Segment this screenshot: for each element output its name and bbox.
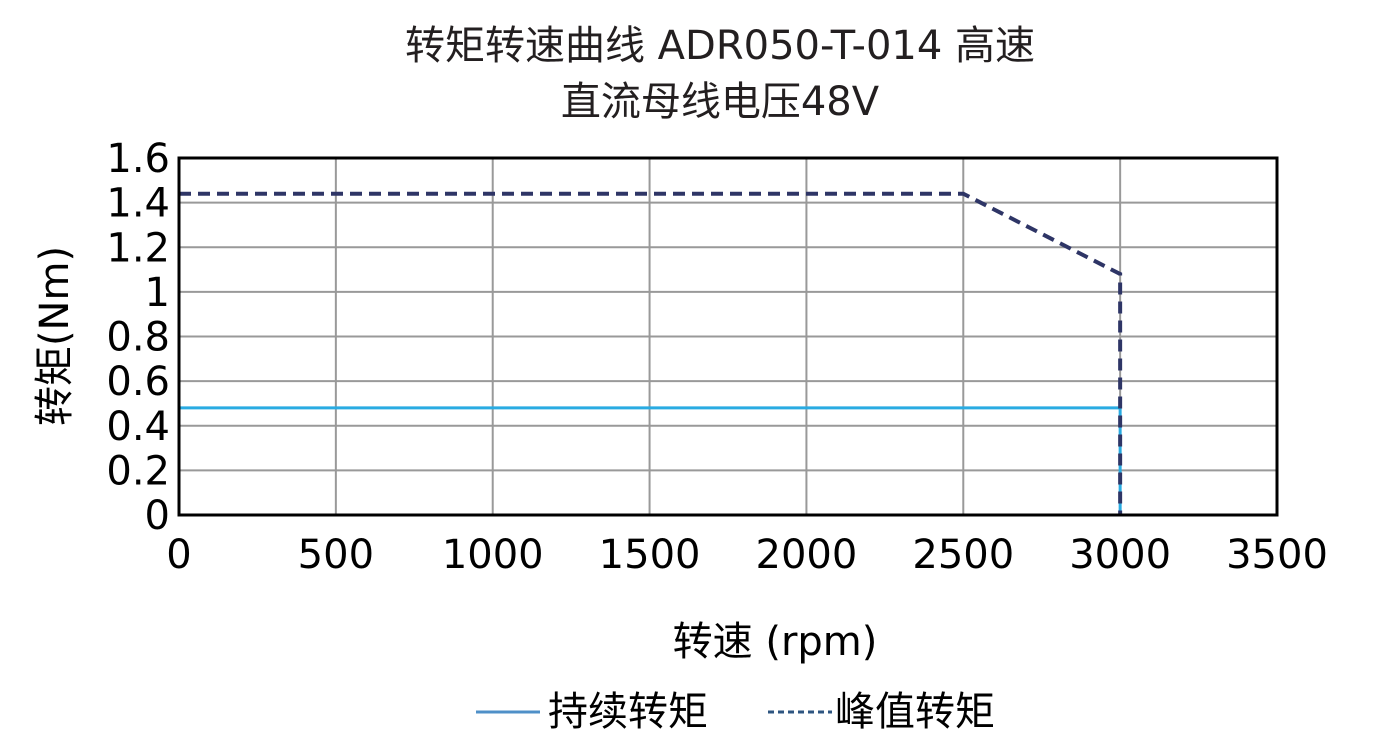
series-lines <box>179 191 1123 515</box>
x-tick-label: 3000 <box>1069 532 1171 578</box>
x-tick-labels: 0 500 1000 1500 2000 2500 3000 3500 <box>166 532 1328 578</box>
y-tick-label: 0.2 <box>106 448 170 494</box>
x-axis-label: 转速 (rpm) <box>673 619 878 665</box>
y-tick-label: 1 <box>145 270 170 316</box>
y-tick-label: 0.4 <box>106 404 170 450</box>
y-tick-label: 0.6 <box>106 359 170 405</box>
y-tick-label: 1.6 <box>106 136 170 182</box>
y-tick-labels: 00.20.40.60.811.21.41.6 <box>106 136 170 539</box>
x-tick-label: 2500 <box>912 532 1014 578</box>
y-tick-label: 0 <box>145 493 170 539</box>
x-tick-label: 500 <box>298 532 374 578</box>
x-tick-label: 0 <box>166 532 191 578</box>
x-tick-label: 3500 <box>1226 532 1328 578</box>
plot-frame <box>177 156 1279 517</box>
x-tick-label: 2000 <box>756 532 858 578</box>
legend: 持续转矩 峰值转矩 <box>476 689 995 735</box>
chart-title-line2: 直流母线电压48V <box>560 79 880 125</box>
legend-continuous-label: 持续转矩 <box>548 689 708 735</box>
grid-lines <box>178 157 1278 516</box>
x-tick-label: 1000 <box>442 532 544 578</box>
x-tick-label: 1500 <box>599 532 701 578</box>
y-tick-label: 0.8 <box>106 315 170 361</box>
y-tick-label: 1.4 <box>106 181 170 227</box>
legend-peak-label: 峰值转矩 <box>835 689 995 735</box>
y-tick-label: 1.2 <box>106 225 170 271</box>
chart-title-line1: 转矩转速曲线 ADR050-T-014 高速 <box>404 23 1036 69</box>
y-axis-label: 转矩(Nm) <box>32 246 78 426</box>
